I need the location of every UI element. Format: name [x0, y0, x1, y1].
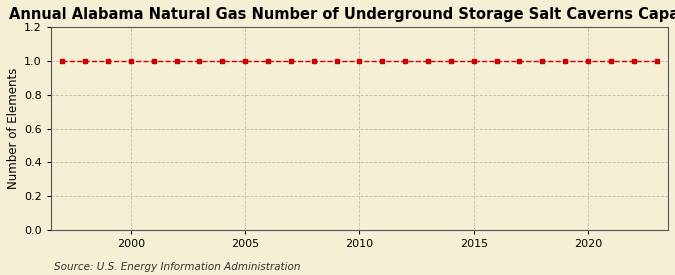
Text: Source: U.S. Energy Information Administration: Source: U.S. Energy Information Administ…: [54, 262, 300, 272]
Title: Annual Alabama Natural Gas Number of Underground Storage Salt Caverns Capacity: Annual Alabama Natural Gas Number of Und…: [9, 7, 675, 22]
Y-axis label: Number of Elements: Number of Elements: [7, 68, 20, 189]
